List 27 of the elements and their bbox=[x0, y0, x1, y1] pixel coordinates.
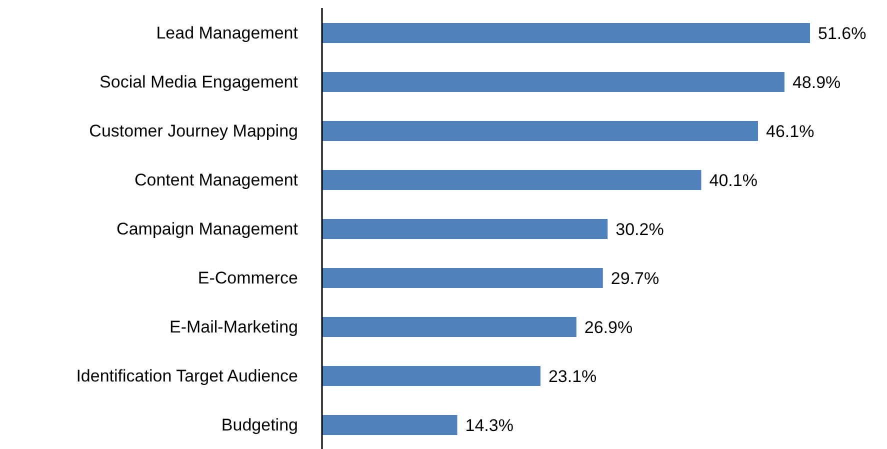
data-label: 40.1% bbox=[709, 171, 758, 190]
bar bbox=[322, 23, 810, 43]
data-label: 23.1% bbox=[548, 367, 597, 386]
bar bbox=[322, 121, 758, 141]
y-tick-label: Lead Management bbox=[156, 24, 298, 43]
data-label: 14.3% bbox=[465, 416, 514, 436]
y-tick-label: Social Media Engagement bbox=[100, 72, 298, 92]
data-label: 30.2% bbox=[616, 220, 664, 240]
bar bbox=[322, 317, 576, 337]
y-tick-label: Customer Journey Mapping bbox=[89, 122, 298, 141]
bar bbox=[322, 219, 608, 239]
y-tick-label: Identification Target Audience bbox=[76, 366, 298, 386]
y-tick-label: Budgeting bbox=[221, 416, 298, 435]
y-tick-label: Content Management bbox=[134, 170, 298, 190]
data-label: 46.1% bbox=[766, 122, 814, 142]
bar bbox=[322, 366, 540, 386]
bar bbox=[322, 268, 603, 288]
data-label: 26.9% bbox=[584, 318, 633, 338]
bar bbox=[322, 170, 702, 190]
data-label: 29.7% bbox=[610, 269, 660, 288]
y-tick-label: E-Commerce bbox=[198, 268, 298, 288]
y-tick-label: E-Mail-Marketing bbox=[170, 318, 298, 337]
bar bbox=[322, 72, 784, 92]
y-tick-label: Campaign Management bbox=[116, 220, 298, 239]
data-label: 51.6% bbox=[818, 24, 866, 44]
bar bbox=[322, 415, 458, 435]
data-label: 48.9% bbox=[792, 73, 841, 92]
